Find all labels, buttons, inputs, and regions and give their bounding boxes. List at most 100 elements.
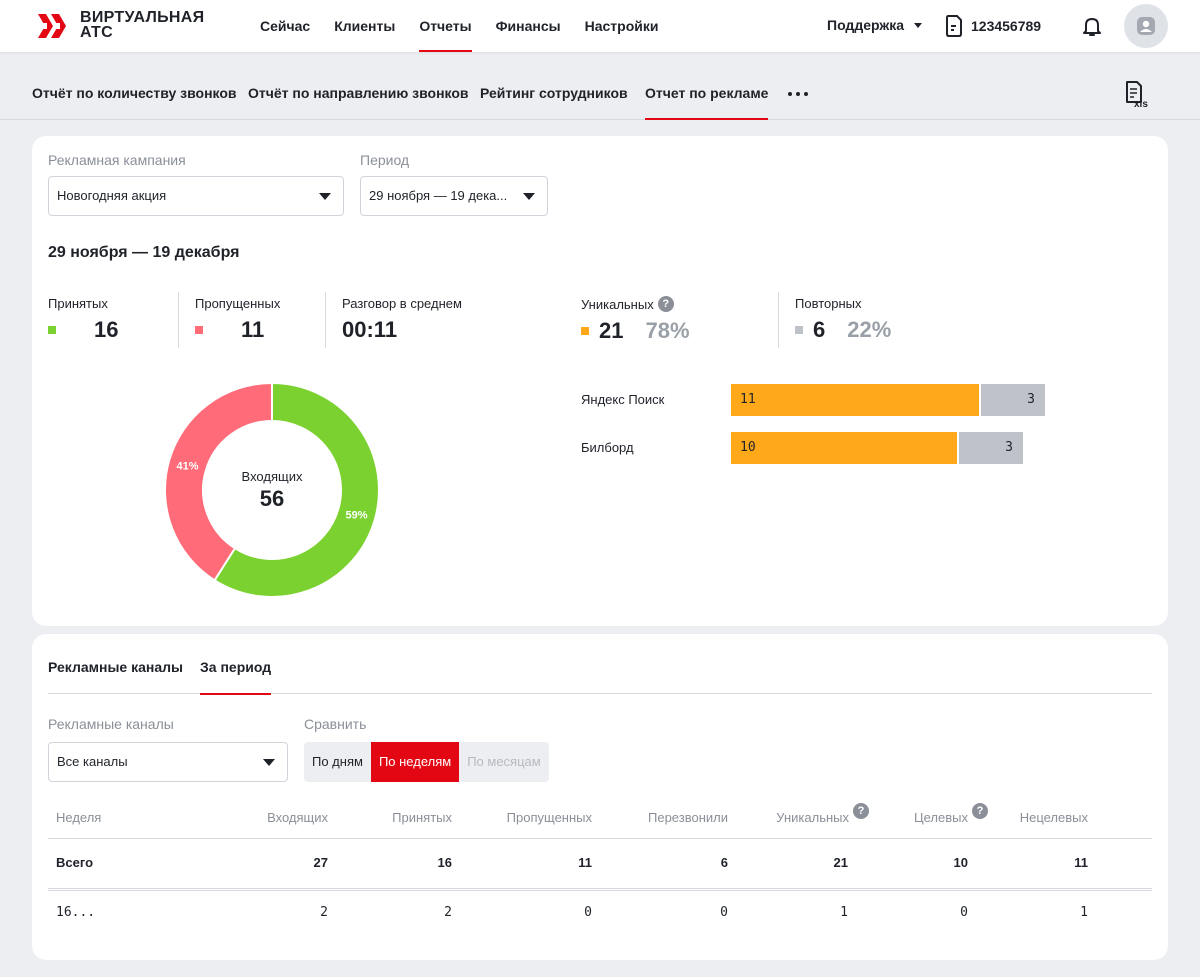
total-unique: 21 <box>833 855 848 870</box>
col-non-target[interactable]: Нецелевых <box>1019 810 1088 825</box>
col-target[interactable]: Целевых? <box>914 798 988 838</box>
ads-summary-card: Рекламная кампания Новогодняя акция Пери… <box>32 136 1168 626</box>
divider <box>178 292 179 348</box>
logo[interactable]: ВИРТУАЛЬНАЯ АТС <box>36 10 236 44</box>
donut-slice-accepted[interactable] <box>213 382 380 598</box>
col-week[interactable]: Неделя <box>56 810 102 825</box>
row-week: 16... <box>56 905 96 920</box>
accepted-marker <box>48 326 56 334</box>
donut-slice-missed[interactable] <box>164 382 273 582</box>
total-non-target: 11 <box>1074 855 1088 870</box>
channel-bar[interactable]: 11 3 <box>731 384 1045 416</box>
logo-text: ВИРТУАЛЬНАЯ АТС <box>80 9 205 41</box>
table-row[interactable]: 16... 2 2 0 0 1 0 1 <box>48 888 1152 934</box>
help-icon[interactable]: ? <box>657 296 674 312</box>
period-table-card: Рекламные каналы За период Рекламные кан… <box>32 634 1168 960</box>
xls-export-icon[interactable]: xls <box>1124 81 1152 109</box>
nav-item-settings[interactable]: Настройки <box>584 18 659 34</box>
report-tabs: Отчёт по количеству звонков Отчёт по нап… <box>0 52 1200 120</box>
stat-missed-value: 11 <box>241 317 265 342</box>
tab-for-period[interactable]: За период <box>200 634 272 695</box>
total-called-back: 6 <box>720 855 728 870</box>
channel-bar-repeat: 3 <box>981 384 1045 416</box>
total-incoming: 27 <box>313 855 328 870</box>
tab-ad-channels[interactable]: Рекламные каналы <box>48 659 183 675</box>
period-label: Период <box>360 152 410 168</box>
row-unique: 1 <box>840 905 848 920</box>
compare-label: Сравнить <box>304 716 367 732</box>
stat-accepted-value: 16 <box>94 317 119 342</box>
channels-label: Рекламные каналы <box>48 716 174 732</box>
total-target: 10 <box>953 855 968 870</box>
donut-slice-label-accepted: 59% <box>345 510 367 522</box>
row-non-target: 1 <box>1080 905 1088 920</box>
stat-avg-value: 00:11 <box>342 317 398 342</box>
account-number-text: 123456789 <box>971 18 1042 34</box>
caret-down-icon <box>914 22 923 28</box>
stat-unique: Уникальных? 21 78% <box>581 296 690 344</box>
stat-missed: Пропущенных 11 <box>195 296 280 343</box>
campaign-select[interactable]: Новогодняя акция <box>48 176 344 216</box>
campaign-select-value: Новогодняя акция <box>57 188 167 203</box>
incoming-donut-chart: Входящих 56 59% 41% <box>164 382 380 598</box>
avatar[interactable] <box>1124 4 1168 48</box>
stat-repeat-pct: 22% <box>847 317 892 342</box>
compare-by-months[interactable]: По месяцам <box>467 754 541 769</box>
col-missed[interactable]: Пропущенных <box>506 810 592 825</box>
col-unique[interactable]: Уникальных? <box>776 798 869 838</box>
channel-bar[interactable]: 10 3 <box>731 432 1023 464</box>
triangle-down-icon <box>263 759 275 766</box>
bell-icon[interactable] <box>1080 14 1104 38</box>
stat-unique-pct: 78% <box>645 318 690 343</box>
stat-avg-label: Разговор в среднем <box>342 296 462 311</box>
nav-item-finance[interactable]: Финансы <box>495 18 561 34</box>
table-row-total: Всего 27 16 11 6 21 10 11 <box>48 838 1152 888</box>
col-accepted[interactable]: Принятых <box>392 810 452 825</box>
compare-by-weeks[interactable]: По неделям <box>370 742 460 782</box>
col-incoming[interactable]: Входящих <box>267 810 328 825</box>
tab-ads-report[interactable]: Отчет по рекламе <box>645 52 769 120</box>
tab-employee-rating[interactable]: Рейтинг сотрудников <box>480 85 628 101</box>
row-incoming: 2 <box>320 905 328 920</box>
nav-item-reports[interactable]: Отчеты <box>407 0 483 52</box>
account-number[interactable]: 123456789 <box>945 15 1041 37</box>
help-icon[interactable]: ? <box>853 803 869 819</box>
help-icon[interactable]: ? <box>972 803 988 819</box>
stat-repeat: Повторных 6 22% <box>795 296 891 343</box>
total-missed: 11 <box>578 855 592 870</box>
stat-missed-label: Пропущенных <box>195 296 281 311</box>
bottom-tabs: Рекламные каналы За период <box>48 634 1152 695</box>
nav-item-clients[interactable]: Клиенты <box>334 18 396 34</box>
document-icon <box>946 15 962 37</box>
stat-accepted: Принятых 16 <box>48 296 118 343</box>
donut-center-value: 56 <box>260 486 284 511</box>
col-called-back[interactable]: Перезвонили <box>648 810 728 825</box>
channels-select[interactable]: Все каналы <box>48 742 288 782</box>
table-header: Неделя Входящих Принятых Пропущенных Пер… <box>48 798 1152 838</box>
support-dropdown[interactable]: Поддержка <box>827 17 923 33</box>
missed-marker <box>195 326 203 334</box>
row-missed: 0 <box>584 905 592 920</box>
stat-unique-label: Уникальных <box>581 296 654 312</box>
unique-marker <box>581 327 589 335</box>
xls-label: xls <box>1134 99 1148 109</box>
compare-segmented-control: По дням По неделям По месяцам <box>304 742 549 782</box>
compare-by-days[interactable]: По дням <box>312 754 363 769</box>
period-select[interactable]: 29 ноября — 19 дека... <box>360 176 548 216</box>
stat-repeat-label: Повторных <box>795 296 862 311</box>
stat-unique-value: 21 <box>599 318 624 343</box>
channel-bar-unique: 11 <box>731 384 979 416</box>
period-select-value: 29 ноября — 19 дека... <box>369 188 508 203</box>
tab-calls-count[interactable]: Отчёт по количеству звонков <box>32 85 237 101</box>
donut-slice-label-missed: 41% <box>176 460 198 472</box>
channel-bar-label: Билборд <box>581 440 634 455</box>
row-target: 0 <box>960 905 968 920</box>
total-label: Всего <box>56 855 94 870</box>
nav-item-now[interactable]: Сейчас <box>260 18 311 34</box>
more-icon[interactable] <box>788 92 808 96</box>
tab-calls-direction[interactable]: Отчёт по направлению звонков <box>248 85 469 101</box>
period-title: 29 ноября — 19 декабря <box>48 244 240 261</box>
weekly-table: Неделя Входящих Принятых Пропущенных Пер… <box>48 798 1152 934</box>
total-accepted: 16 <box>437 855 452 870</box>
channel-bar-unique: 10 <box>731 432 957 464</box>
